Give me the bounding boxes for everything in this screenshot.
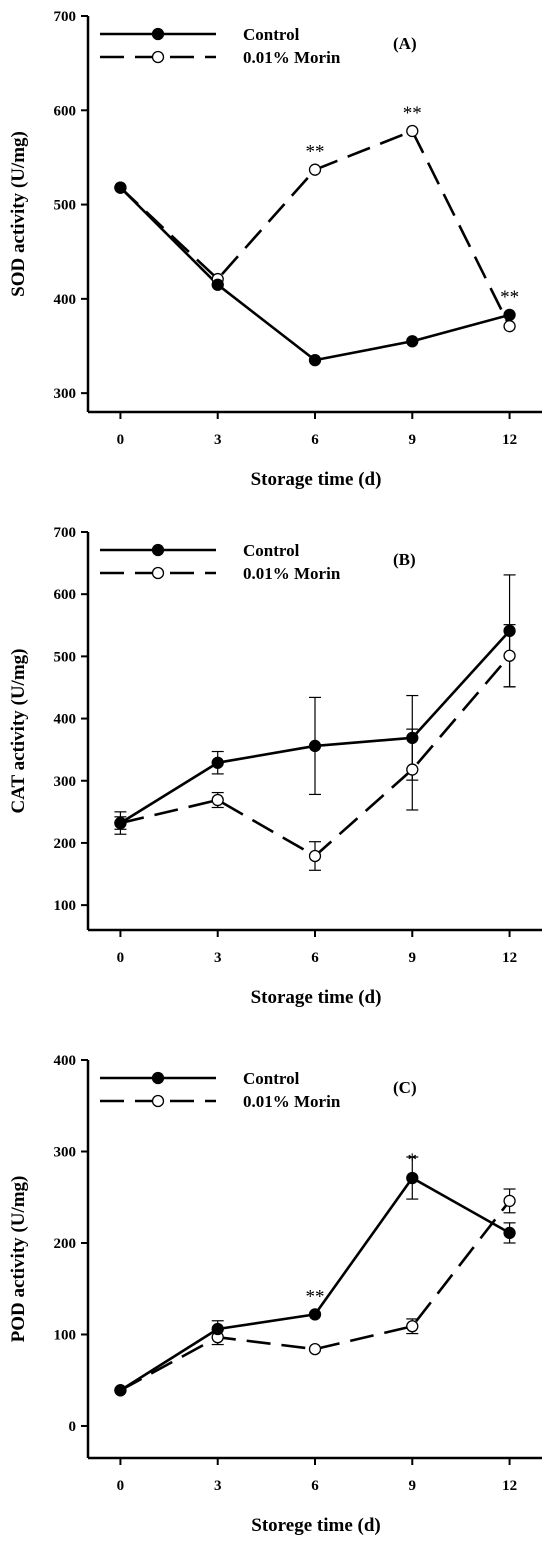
- y-tick-label: 100: [54, 898, 77, 914]
- x-tick-label: 6: [311, 432, 319, 448]
- control-point: [211, 756, 224, 769]
- y-tick-label: 700: [54, 9, 77, 25]
- x-axis-title: Storage time (d): [251, 987, 382, 1008]
- panel-a: 300 400 500 600 700 0 3 6 9 12 Storage time (d) SOD…: [8, 9, 542, 490]
- panel-c: 0 100 200 300 400 0 3 6 9 12 Storege time (d) POD a…: [8, 1053, 542, 1536]
- x-tick-label: 3: [214, 950, 222, 966]
- panel-label: (A): [393, 34, 417, 53]
- morin-point: [503, 1194, 516, 1208]
- series-line-control: [119, 1176, 511, 1392]
- y-axis-title: CAT activity (U/mg): [8, 649, 29, 814]
- legend-control-marker: [151, 543, 165, 557]
- y-tick-label: 600: [54, 587, 77, 603]
- y-tick-label: 300: [54, 1144, 77, 1160]
- y-tick-label: 400: [54, 1053, 77, 1069]
- control-point: [211, 1322, 224, 1336]
- x-tick-label: 3: [214, 432, 222, 448]
- x-tick-label: 12: [502, 1478, 517, 1494]
- legend-morin-label: 0.01% Morin: [243, 48, 341, 67]
- significance-marker: **: [403, 103, 422, 124]
- significance-marker: **: [500, 287, 519, 308]
- significance-marker: *: [408, 1150, 418, 1171]
- control-point: [114, 181, 127, 194]
- panel-b: 100 200 300 400 500 600 700 0 3 6 9 12 Storage time …: [8, 525, 542, 1008]
- y-tick-label: 200: [54, 1236, 77, 1252]
- y-axis-title: SOD activity (U/mg): [8, 131, 29, 297]
- control-point: [406, 335, 419, 348]
- x-axis-title: Storage time (d): [251, 469, 382, 490]
- y-tick-label: 400: [54, 712, 77, 728]
- y-tick-label: 500: [54, 649, 77, 665]
- significance-marker: **: [306, 142, 325, 163]
- series-line-control: [119, 186, 510, 362]
- control-point: [114, 1384, 127, 1397]
- y-tick-label: 300: [54, 386, 77, 402]
- legend-morin-marker: [151, 50, 165, 64]
- legend-morin-marker: [151, 1094, 165, 1108]
- control-point: [308, 1308, 322, 1321]
- x-tick-label: 6: [311, 1478, 319, 1494]
- control-point: [406, 1171, 419, 1185]
- x-tick-label: 0: [117, 432, 125, 448]
- x-tick-label: 3: [214, 1478, 222, 1494]
- legend-control-marker: [151, 27, 165, 41]
- series-line-morin: [119, 1200, 511, 1392]
- legend-morin-marker: [151, 566, 165, 580]
- morin-point: [211, 793, 224, 807]
- control-point: [503, 1226, 516, 1240]
- x-tick-label: 12: [502, 950, 517, 966]
- legend-control-label: Control: [243, 25, 300, 44]
- morin-point: [308, 849, 322, 863]
- control-point: [503, 308, 516, 322]
- x-tick-label: 0: [117, 950, 125, 966]
- significance-marker: **: [306, 1286, 325, 1307]
- y-tick-label: 0: [69, 1419, 77, 1435]
- legend-control-marker: [151, 1071, 165, 1085]
- morin-point: [406, 1320, 419, 1333]
- morin-point: [503, 649, 516, 662]
- x-tick-label: 9: [409, 950, 417, 966]
- x-tick-label: 0: [117, 1478, 125, 1494]
- y-tick-label: 200: [54, 836, 77, 852]
- panel-label: (B): [393, 550, 416, 569]
- x-tick-label: 9: [409, 1478, 417, 1494]
- x-tick-label: 6: [311, 950, 319, 966]
- control-point: [308, 353, 322, 367]
- morin-point: [503, 320, 516, 333]
- morin-point: [406, 763, 419, 776]
- morin-point: [308, 1342, 322, 1356]
- control-point: [503, 624, 516, 638]
- y-tick-label: 500: [54, 198, 77, 214]
- y-tick-label: 300: [54, 774, 77, 790]
- legend-morin-label: 0.01% Morin: [243, 1092, 341, 1111]
- x-axis-title: Storege time (d): [251, 1515, 380, 1536]
- y-tick-label: 400: [54, 292, 77, 308]
- control-point: [308, 739, 322, 753]
- y-tick-label: 700: [54, 525, 77, 541]
- panel-label: (C): [393, 1078, 417, 1097]
- legend-morin-label: 0.01% Morin: [243, 564, 341, 583]
- series-line-morin: [119, 129, 511, 327]
- y-axis-title: POD activity (U/mg): [8, 1176, 29, 1343]
- x-tick-label: 12: [502, 432, 517, 448]
- legend-control-label: Control: [243, 541, 300, 560]
- control-point: [211, 278, 224, 291]
- legend-control-label: Control: [243, 1069, 300, 1088]
- y-tick-label: 100: [54, 1327, 77, 1343]
- morin-point: [308, 163, 322, 176]
- y-tick-label: 600: [54, 103, 77, 119]
- x-tick-label: 9: [409, 432, 417, 448]
- control-point: [114, 816, 127, 830]
- morin-point: [406, 124, 419, 138]
- control-point: [406, 731, 419, 744]
